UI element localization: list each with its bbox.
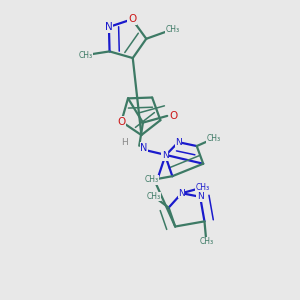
Text: O: O bbox=[170, 111, 178, 121]
Text: N: N bbox=[178, 189, 185, 198]
Text: CH₃: CH₃ bbox=[199, 237, 213, 246]
Text: CH₃: CH₃ bbox=[78, 51, 92, 60]
Text: CH₃: CH₃ bbox=[145, 176, 159, 184]
Text: CH₃: CH₃ bbox=[165, 25, 179, 34]
Text: N: N bbox=[105, 22, 113, 32]
Text: CH₃: CH₃ bbox=[206, 134, 220, 143]
Text: N: N bbox=[175, 138, 182, 147]
Text: O: O bbox=[128, 14, 136, 24]
Text: H: H bbox=[121, 138, 128, 147]
Text: N: N bbox=[140, 142, 147, 153]
Text: N: N bbox=[197, 192, 203, 201]
Text: CH₃: CH₃ bbox=[195, 183, 209, 192]
Text: CH₃: CH₃ bbox=[147, 192, 161, 201]
Text: O: O bbox=[117, 117, 125, 127]
Text: N: N bbox=[162, 151, 169, 160]
